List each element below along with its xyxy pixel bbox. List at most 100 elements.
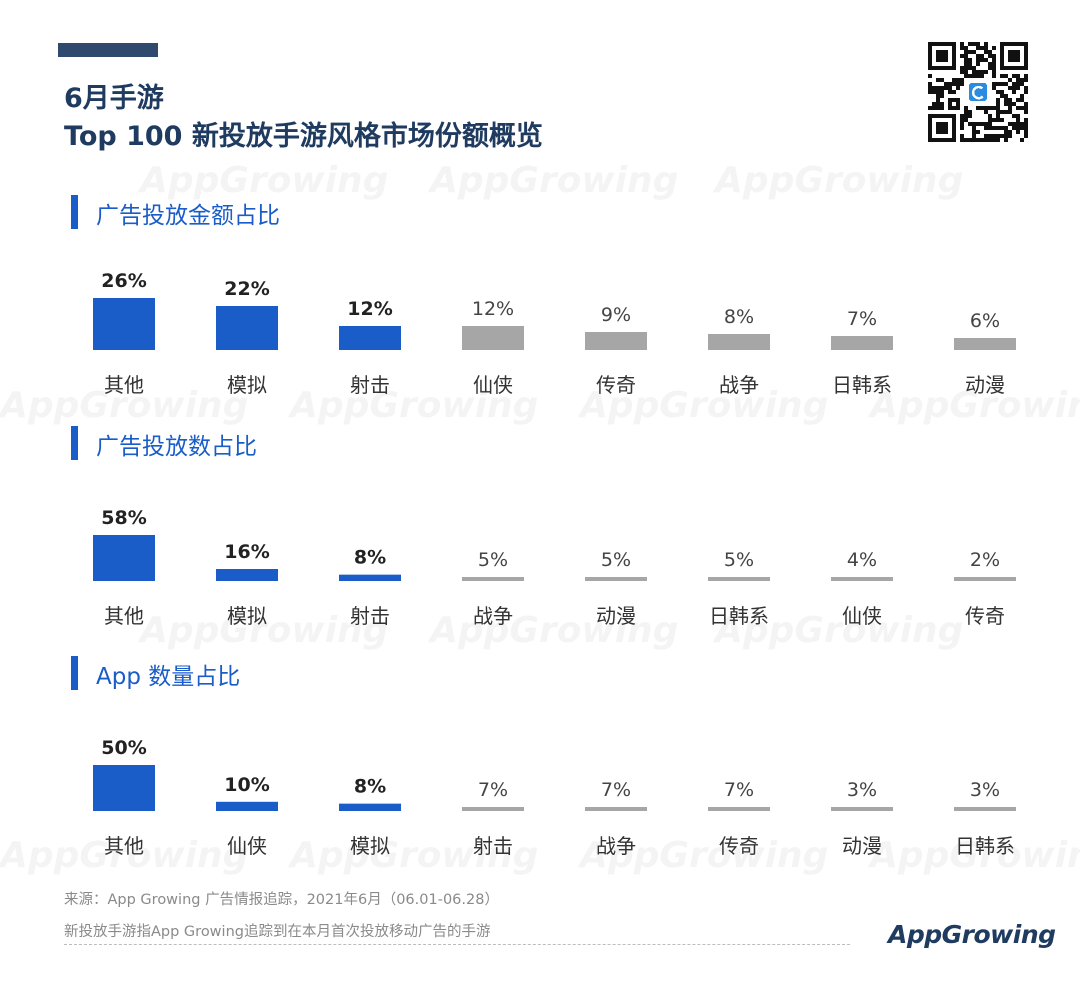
qr-module	[996, 110, 1000, 114]
qr-module	[940, 106, 944, 110]
qr-module	[940, 86, 944, 90]
qr-module	[1012, 102, 1016, 106]
category-label: 其他	[104, 834, 144, 858]
qr-module	[1020, 82, 1024, 86]
qr-module	[984, 106, 988, 110]
data-label: 8%	[354, 776, 386, 798]
data-label: 5%	[724, 549, 754, 571]
qr-module	[972, 50, 976, 54]
bar	[708, 807, 770, 811]
qr-module	[960, 138, 964, 142]
qr-module	[968, 62, 972, 66]
category-label: 射击	[350, 604, 390, 628]
qr-module	[1012, 86, 1016, 90]
qr-module	[1016, 74, 1020, 78]
category-label: 模拟	[227, 604, 267, 628]
category-label: 仙侠	[842, 604, 882, 628]
qr-module	[964, 110, 968, 114]
qr-module	[952, 82, 956, 86]
qr-module	[952, 106, 956, 110]
bar	[93, 765, 155, 811]
qr-module	[992, 58, 996, 62]
qr-module	[1008, 110, 1012, 114]
data-label: 5%	[601, 549, 631, 571]
qr-module	[1012, 90, 1016, 94]
bar	[462, 807, 524, 811]
qr-module	[968, 110, 972, 114]
qr-module	[968, 66, 972, 70]
category-label: 动漫	[596, 604, 636, 628]
qr-module	[996, 102, 1000, 106]
section-title-ad-count: 广告投放数占比	[96, 434, 257, 460]
qr-module	[1008, 130, 1012, 134]
qr-module	[928, 74, 932, 78]
qr-module	[956, 106, 960, 110]
header-accent-bar	[58, 43, 158, 57]
appgrowing-logo: AppGrowing	[888, 920, 1056, 949]
bar	[954, 577, 1016, 581]
qr-module	[1000, 74, 1004, 78]
qr-module	[1024, 90, 1028, 94]
bar	[708, 334, 770, 350]
qr-module	[1020, 138, 1024, 142]
qr-module	[948, 82, 952, 86]
qr-module	[940, 90, 944, 94]
qr-module	[1020, 98, 1024, 102]
qr-module	[972, 130, 976, 134]
qr-module	[996, 98, 1000, 102]
category-label: 模拟	[227, 373, 267, 397]
qr-module	[1024, 118, 1028, 122]
qr-module	[936, 106, 940, 110]
qr-module	[948, 102, 952, 106]
qr-module	[956, 102, 960, 106]
qr-module	[1008, 134, 1012, 138]
qr-module	[948, 106, 952, 110]
qr-module	[1004, 102, 1008, 106]
qr-module	[1016, 82, 1020, 86]
qr-module	[936, 78, 940, 82]
qr-module	[1016, 98, 1020, 102]
data-label: 26%	[101, 270, 146, 292]
qr-module	[972, 70, 976, 74]
qr-module	[988, 126, 992, 130]
section-title-app-count: App 数量占比	[96, 664, 241, 690]
qr-module	[988, 114, 992, 118]
qr-module	[972, 74, 976, 78]
qr-module	[1004, 110, 1008, 114]
qr-module	[976, 106, 980, 110]
qr-module	[992, 74, 996, 78]
qr-module	[1016, 106, 1020, 110]
qr-module	[960, 42, 964, 46]
qr-module	[988, 66, 992, 70]
qr-module	[1004, 98, 1008, 102]
qr-module	[1024, 134, 1028, 138]
qr-module	[940, 94, 944, 98]
qr-module	[992, 86, 996, 90]
category-label: 日韩系	[709, 604, 769, 628]
qr-module	[1008, 98, 1012, 102]
bar	[339, 574, 401, 581]
qr-module	[960, 78, 964, 82]
category-label: 射击	[473, 834, 513, 858]
qr-module	[964, 54, 968, 58]
qr-module	[964, 106, 968, 110]
page-title-line2: Top 100 新投放手游风格市场份额概览	[64, 121, 543, 152]
definition-note: 新投放手游指App Growing追踪到在本月首次投放移动广告的手游	[64, 924, 491, 940]
qr-module	[984, 110, 988, 114]
bar	[93, 298, 155, 350]
bar	[954, 338, 1016, 350]
qr-module	[1008, 122, 1012, 126]
qr-module	[996, 106, 1000, 110]
category-label: 战争	[473, 604, 513, 628]
qr-module	[992, 134, 996, 138]
qr-module	[976, 62, 980, 66]
qr-module	[968, 74, 972, 78]
qr-module	[988, 122, 992, 126]
qr-module	[996, 90, 1000, 94]
category-label: 射击	[350, 373, 390, 397]
bar	[462, 326, 524, 350]
qr-module	[948, 98, 952, 102]
qr-module	[996, 114, 1000, 118]
qr-module	[968, 58, 972, 62]
qr-module	[940, 102, 944, 106]
